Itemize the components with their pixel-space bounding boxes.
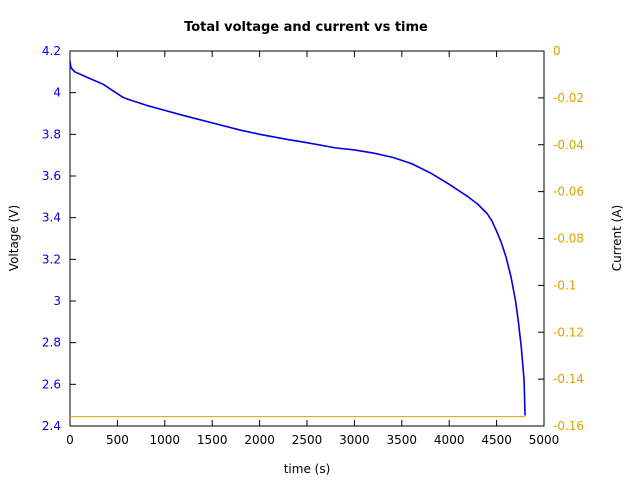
right-y-tick-label: -0.16 [553,419,584,433]
right-y-tick-label: 0 [553,44,561,58]
left-y-axis-label: Voltage (V) [7,205,21,271]
right-y-tick-label: -0.06 [553,185,584,199]
x-tick-label: 0 [66,433,74,447]
left-y-tick-label: 4 [53,86,61,100]
x-tick-label: 5000 [529,433,560,447]
right-y-tick-label: -0.1 [553,278,576,292]
left-y-tick-label: 3.6 [42,169,61,183]
right-y-axis-label: Current (A) [610,205,624,271]
left-y-tick-label: 2.6 [42,377,61,391]
x-tick-label: 4500 [481,433,512,447]
x-tick-label: 500 [106,433,129,447]
left-y-tick-label: 3.2 [42,252,61,266]
x-axis-ticks: 0 500 1000 1500 2000 2500 3000 3500 4000 4500 5000 [66,51,559,447]
left-y-tick-label: 3 [53,294,61,308]
x-tick-label: 4000 [434,433,465,447]
right-y-tick-label: -0.02 [553,91,584,105]
series-layer [69,61,526,418]
left-y-tick-label: 2.4 [42,419,61,433]
left-y-tick-label: 2.8 [42,336,61,350]
voltage-series-line [69,61,526,416]
right-y-tick-label: -0.08 [553,232,584,246]
x-tick-label: 1000 [150,433,181,447]
chart-title: Total voltage and current vs time [184,20,428,35]
right-y-tick-label: -0.14 [553,372,584,386]
x-axis-label: time (s) [284,462,331,476]
x-tick-label: 3500 [387,433,418,447]
x-tick-label: 3000 [339,433,370,447]
right-y-tick-label: -0.04 [553,138,584,152]
right-y-tick-label: -0.12 [553,325,584,339]
x-tick-label: 2000 [244,433,275,447]
left-y-tick-label: 4.2 [42,44,61,58]
x-tick-label: 2500 [292,433,323,447]
x-tick-label: 1500 [197,433,228,447]
left-y-tick-label: 3.8 [42,127,61,141]
right-y-axis-ticks: -0.16 -0.14 -0.12 -0.1 -0.08 -0.06 -0.04 -0.02 0 [538,44,584,433]
left-y-axis-ticks: 2.4 2.6 2.8 3 3.2 3.4 3.6 3.8 4 4.2 [42,44,76,433]
left-y-tick-label: 3.4 [42,211,61,225]
